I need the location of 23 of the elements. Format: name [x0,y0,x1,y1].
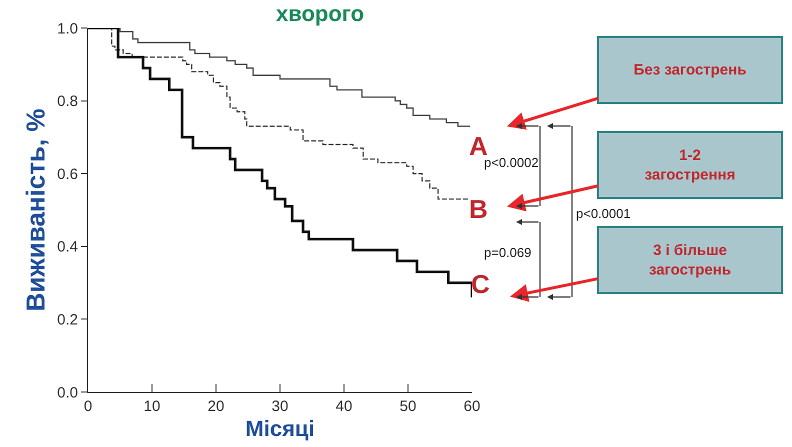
x-tick-label: 0 [84,398,92,415]
text: Без загострень [634,62,746,78]
x-tick-label: 30 [272,398,288,415]
chart-title: хворого [276,1,364,26]
text: p=0.069 [484,245,532,260]
y-tick-label: 0.6 [57,166,78,183]
annotation: B [469,194,488,224]
text: 1-2 загострення [644,146,736,184]
x-tick-label: 60 [464,398,480,415]
y-axis-title: Виживаність, % [20,108,51,312]
y-tick-label: 0.4 [57,238,78,256]
text: 3 і більше загострень [648,242,732,278]
y-tick-label: 0.2 [57,311,78,328]
x-tick-label: 50 [400,398,416,415]
text: p<0.0001 [576,206,631,221]
x-tick-label: 20 [208,398,224,415]
y-tick-label: 0.8 [57,93,78,110]
y-tick-label: 0.0 [57,384,78,402]
x-tick-label: 10 [144,398,160,415]
annotation: C [471,269,490,299]
x-axis-title: Місяці [245,416,315,441]
y-tick-label: 1.0 [57,20,78,38]
x-tick-label: 40 [336,398,352,415]
